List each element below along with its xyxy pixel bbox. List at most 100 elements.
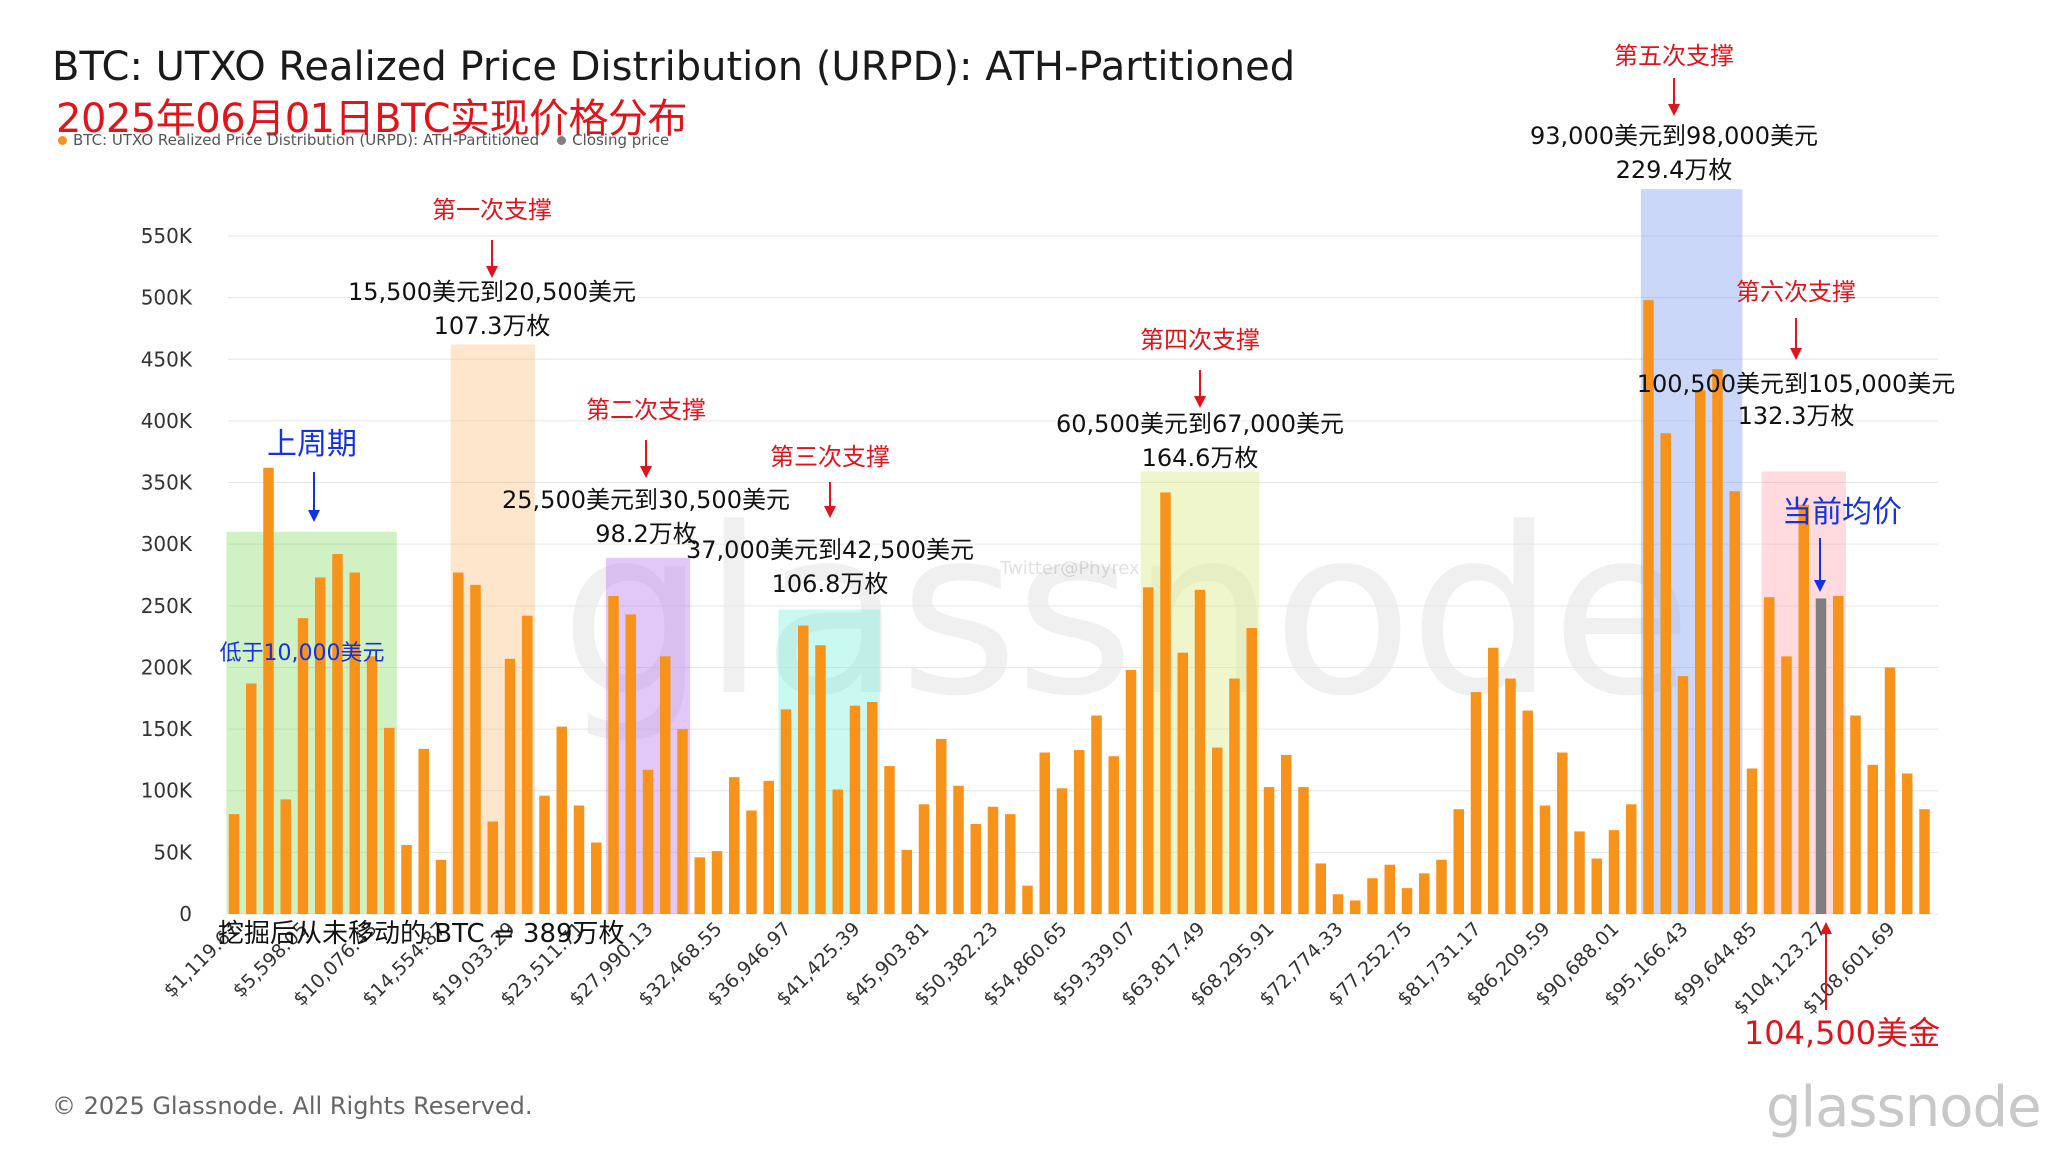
support6-range: 100,500美元到105,000美元	[1637, 370, 1956, 398]
bar	[1557, 752, 1568, 914]
y-tick-label: 350K	[141, 471, 193, 495]
bar	[1833, 595, 1844, 914]
bar	[470, 584, 481, 914]
bar	[1298, 787, 1309, 914]
bar	[660, 656, 671, 914]
y-tick-label: 200K	[141, 655, 193, 679]
bar	[591, 842, 602, 914]
bar	[539, 795, 550, 914]
bar	[936, 738, 947, 914]
bar	[1091, 715, 1102, 914]
unmoved-btc-note: 挖掘后从未移动的 BTC = 389万枚	[218, 919, 625, 949]
bar	[453, 572, 464, 914]
support2-range: 25,500美元到30,500美元	[502, 486, 790, 514]
bar	[798, 625, 809, 914]
bar	[1660, 433, 1671, 914]
twitter-watermark: Twitter@Phyrex	[1000, 558, 1140, 579]
chart-title: BTC: UTXO Realized Price Distribution (U…	[52, 44, 1296, 90]
legend-label-closing: Closing price	[572, 131, 670, 149]
bar	[1022, 885, 1033, 914]
bar	[1781, 656, 1792, 914]
y-tick-label: 0	[179, 902, 192, 926]
bar	[1850, 715, 1861, 914]
bar	[573, 805, 585, 914]
legend-item-closing[interactable]: Closing price	[557, 131, 669, 149]
bar	[1729, 491, 1740, 914]
bar	[1419, 873, 1430, 914]
bar	[228, 814, 240, 914]
closing-price-bar	[1815, 598, 1827, 914]
bar	[401, 844, 412, 914]
bar	[677, 729, 688, 914]
support5-title: 第五次支撑	[1614, 42, 1734, 70]
bar	[1884, 667, 1896, 914]
y-tick-label: 450K	[141, 347, 193, 371]
bar	[625, 614, 636, 914]
bar	[1919, 809, 1930, 914]
bar	[849, 705, 861, 914]
bar	[1488, 647, 1499, 914]
bar	[815, 645, 826, 914]
bar	[1867, 764, 1878, 914]
support1-range: 15,500美元到20,500美元	[348, 278, 636, 306]
legend-label-urpd: BTC: UTXO Realized Price Distribution (U…	[73, 131, 540, 149]
bar	[1143, 587, 1154, 914]
bar	[1315, 863, 1326, 914]
bar	[953, 785, 964, 914]
support5-arrow-head	[1668, 104, 1680, 116]
bar	[1677, 676, 1689, 914]
bar	[987, 806, 999, 914]
support1-arrow-head	[486, 266, 498, 278]
bar	[918, 804, 930, 914]
bar	[1350, 900, 1361, 914]
bar	[1505, 678, 1516, 914]
bar	[867, 701, 878, 914]
bar	[1056, 788, 1068, 914]
support3-arrow-head	[824, 506, 836, 518]
bar	[746, 810, 757, 914]
bar	[366, 656, 378, 914]
bar	[384, 727, 395, 914]
bar	[522, 615, 533, 914]
support-region	[450, 344, 535, 915]
support6-amount: 132.3万枚	[1738, 402, 1855, 430]
bar	[297, 618, 309, 914]
legend-item-urpd[interactable]: BTC: UTXO Realized Price Distribution (U…	[58, 131, 539, 149]
bar	[1074, 750, 1085, 914]
support4-title: 第四次支撑	[1140, 326, 1260, 354]
current-price-arrow-head	[1820, 922, 1832, 934]
support3-range: 37,000美元到42,500美元	[686, 536, 974, 564]
y-tick-label: 500K	[141, 286, 193, 310]
bar	[556, 726, 567, 914]
bar	[1367, 878, 1378, 914]
legend-dot-closing	[557, 135, 567, 145]
bar	[970, 824, 981, 914]
last-cycle-arrow-head	[308, 510, 320, 522]
y-tick-label: 50K	[153, 840, 192, 864]
support4-arrow-head	[1194, 396, 1206, 408]
bar	[1125, 669, 1137, 914]
glassnode-logo: glassnode	[1766, 1075, 2042, 1140]
bar	[1453, 809, 1464, 914]
bar	[1194, 589, 1206, 914]
bar	[504, 658, 516, 914]
bar	[1695, 390, 1706, 914]
bar	[1212, 747, 1223, 914]
bar	[780, 709, 792, 914]
y-tick-label: 300K	[141, 532, 193, 556]
bar	[1177, 652, 1188, 914]
bar	[901, 849, 912, 914]
support-region	[1640, 189, 1743, 914]
bar	[1401, 888, 1413, 914]
bar	[1263, 787, 1275, 914]
bar	[1470, 692, 1482, 914]
legend: BTC: UTXO Realized Price Distribution (U…	[58, 131, 669, 149]
copyright-footer: © 2025 Glassnode. All Rights Reserved.	[52, 1092, 533, 1120]
support5-range: 93,000美元到98,000美元	[1530, 122, 1818, 150]
bar	[418, 748, 429, 914]
bar	[1384, 864, 1395, 914]
support1-amount: 107.3万枚	[434, 312, 551, 340]
bar	[1608, 830, 1620, 914]
bar	[1160, 492, 1171, 914]
